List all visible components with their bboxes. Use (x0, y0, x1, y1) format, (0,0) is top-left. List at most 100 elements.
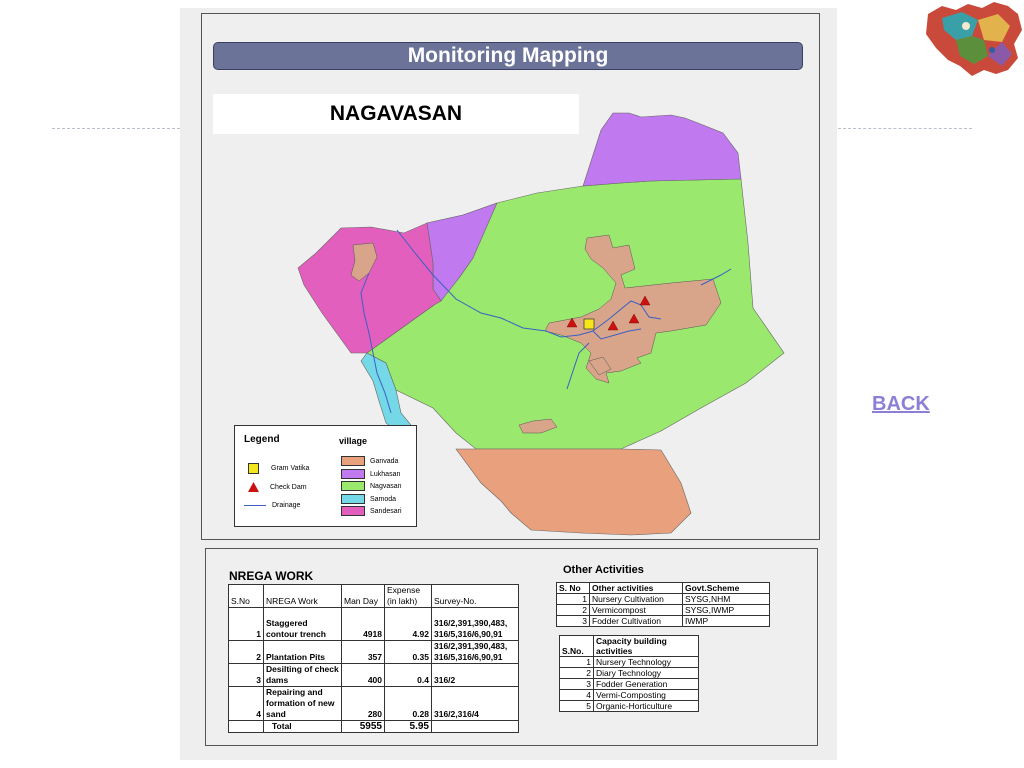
cell-survey: 316/2,391,390,483, 316/5,316/6,90,91 (431, 607, 519, 641)
column-header: Govt.Scheme (682, 582, 770, 594)
red-triangle-icon (248, 482, 259, 492)
back-link[interactable]: BACK (872, 393, 930, 415)
legend-item-samoda: Samoda (341, 494, 396, 504)
legend-label: Sandesari (370, 507, 402, 515)
cell-sno: 3 (228, 663, 264, 687)
table-row: 4 Vermi-Composting (559, 689, 699, 701)
legend-item-sandesari: Sandesari (341, 506, 402, 516)
legend-item-nagvasan: Nagvasan (341, 481, 402, 491)
cell-man-day: 4918 (341, 607, 385, 641)
cell-activity: Diary Technology (593, 667, 699, 679)
cell-work: Staggered contour trench (263, 607, 342, 641)
nrega-title: NREGA WORK (229, 569, 314, 583)
table-row: 1 Nursery Technology (559, 656, 699, 668)
cell-survey: 316/2,316/4 (431, 686, 519, 721)
yellow-square-icon (248, 463, 259, 474)
column-header: Other activities (589, 582, 683, 594)
column-header: S.No. (559, 635, 594, 657)
cell-sno: 5 (559, 700, 594, 712)
blue-line-icon (244, 505, 266, 506)
region-ganvada (455, 448, 692, 536)
other-activities-title: Other Activities (563, 564, 644, 576)
legend-label: Nagvasan (370, 482, 402, 490)
legend-label: Check Dam (270, 483, 307, 491)
cell-sno: 1 (559, 656, 594, 668)
table-header-row: S. No Other activities Govt.Scheme (556, 582, 770, 594)
gram-vatika-icon (583, 318, 595, 330)
nagvasan-swatch (341, 481, 365, 491)
sandesari-swatch (341, 506, 365, 516)
legend-label: Drainage (272, 502, 301, 509)
column-header: S. No (556, 582, 590, 594)
cell-sno: 1 (228, 607, 264, 641)
cell-sno: 2 (556, 604, 590, 616)
village-map (297, 112, 785, 536)
lukhasan-swatch (341, 469, 365, 479)
cell-sno: 4 (228, 686, 264, 721)
check-dam-icons (566, 295, 651, 331)
legend-item-drainage: Drainage (244, 502, 300, 509)
legend-label: Samoda (370, 495, 397, 503)
table-row: 5 Organic-Horticulture (559, 700, 699, 712)
legend-item-ganvada: Ganvada (341, 456, 398, 466)
table-row: 3 Desilting of check dams 400 0.4 316/2 (228, 663, 519, 687)
ganvada-swatch (341, 456, 365, 466)
cell-work: Plantation Pits (263, 640, 342, 664)
table-row: 3 Fodder Cultivation IWMP (556, 615, 770, 627)
total-label: Total (263, 720, 342, 733)
column-header: Man Day (341, 584, 385, 608)
table-row: 2 Diary Technology (559, 667, 699, 679)
legend-item-lukhasan: Lukhasan (341, 469, 400, 479)
total-expense: 5.95 (384, 720, 432, 733)
table-header-row: S.No NREGA Work Man Day Expense (in lakh… (228, 584, 519, 608)
legend-label: Ganvada (370, 457, 399, 465)
table-row: 1 Staggered contour trench 4918 4.92 316… (228, 607, 519, 641)
cell-survey: 316/2 (431, 663, 519, 687)
legend-item-gram-vatika: Gram Vatika (248, 463, 309, 474)
cell-sno: 2 (228, 640, 264, 664)
cell-activity: Fodder Generation (593, 678, 699, 690)
cell-expense: 0.28 (384, 686, 432, 721)
region-nagvasan (366, 178, 785, 450)
watershed-logo (926, 2, 1022, 76)
column-header: NREGA Work (263, 584, 342, 608)
total-man-day: 5955 (341, 720, 385, 733)
cell-sno: 2 (559, 667, 594, 679)
legend-village-title: village (339, 436, 368, 446)
table-row: 2 Plantation Pits 357 0.35 316/2,391,390… (228, 640, 519, 664)
ganvada-patches (350, 234, 722, 434)
cell-man-day: 400 (341, 663, 385, 687)
cell-work: Repairing and formation of new sand (263, 686, 342, 721)
table-row: 4 Repairing and formation of new sand 28… (228, 686, 519, 721)
table-total-row: Total 5955 5.95 (228, 720, 519, 733)
nrega-table: S.No NREGA Work Man Day Expense (in lakh… (228, 584, 519, 733)
cell-work: Desilting of check dams (263, 663, 342, 687)
column-header: Survey-No. (431, 584, 519, 608)
legend-label: Gram Vatika (271, 465, 310, 472)
other-activities-table: S. No Other activities Govt.Scheme 1 Nur… (556, 582, 770, 627)
cell-scheme: SYSG,NHM (682, 593, 770, 605)
cell-activity: Organic-Horticulture (593, 700, 699, 712)
divider-left (52, 128, 180, 129)
drainage-lines (360, 229, 732, 414)
samoda-swatch (341, 494, 365, 504)
cell-activity: Nursery Technology (593, 656, 699, 668)
table-header-row: S.No. Capacity building activities (559, 635, 699, 657)
column-header: S.No (228, 584, 264, 608)
cell-man-day: 280 (341, 686, 385, 721)
cell-activity: Vermicompost (589, 604, 683, 616)
cell-scheme: SYSG,IWMP (682, 604, 770, 616)
region-lukhasan (582, 112, 742, 187)
village-name-label: NAGAVASAN (213, 94, 579, 134)
legend-title: Legend (244, 434, 280, 445)
cell-sno: 3 (559, 678, 594, 690)
table-row: 1 Nursery Cultivation SYSG,NHM (556, 593, 770, 605)
region-sandesari (297, 222, 442, 354)
cell-scheme: IWMP (682, 615, 770, 627)
table-row: 2 Vermicompost SYSG,IWMP (556, 604, 770, 616)
divider-right (838, 128, 972, 129)
cell-expense: 4.92 (384, 607, 432, 641)
cell-expense: 0.4 (384, 663, 432, 687)
cell-man-day: 357 (341, 640, 385, 664)
table-row: 3 Fodder Generation (559, 678, 699, 690)
